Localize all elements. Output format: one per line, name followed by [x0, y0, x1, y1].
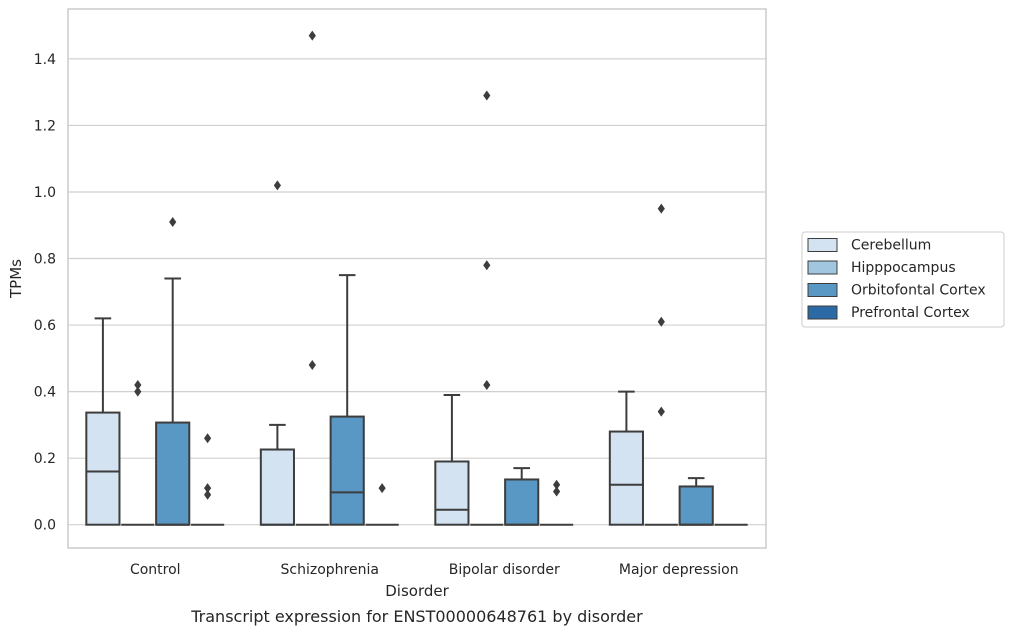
box-1-2 — [470, 90, 504, 526]
box-body — [434, 460, 470, 526]
outlier-point — [204, 483, 212, 494]
legend-item: Prefrontal Cortex — [807, 305, 970, 321]
plot-frame — [67, 8, 767, 549]
y-axis-label: TPMs — [7, 259, 25, 299]
legend-item: Orbitofontal Cortex — [807, 283, 986, 299]
legend-swatch — [807, 238, 838, 252]
box-2-2 — [504, 467, 540, 526]
legend-item: Cerebellum — [807, 238, 931, 254]
box-2-1 — [329, 274, 365, 526]
outlier-point — [134, 379, 142, 390]
legend-label: Hipppocampus — [851, 260, 956, 276]
box-1-1 — [295, 30, 329, 526]
box-body — [85, 411, 121, 526]
outlier-point — [483, 90, 491, 101]
y-tick-label: 0.8 — [34, 252, 56, 268]
box-0-2 — [434, 393, 470, 526]
outlier-point — [308, 30, 316, 41]
box-body — [608, 430, 644, 526]
outlier-point — [134, 386, 142, 397]
legend-swatch — [807, 260, 838, 275]
box-1-3 — [644, 203, 678, 526]
outlier-point — [483, 260, 491, 271]
outlier-point — [273, 180, 281, 191]
outlier-point — [657, 406, 665, 417]
outlier-point — [378, 483, 386, 494]
y-tick-label: 1.0 — [34, 185, 56, 201]
box-body — [678, 485, 714, 526]
legend-label: Prefrontal Cortex — [851, 305, 970, 321]
y-axis-ticks: 0.0 0.2 0.4 0.6 0.8 1.0 1.2 1.4 — [34, 52, 56, 534]
box-0-1 — [259, 180, 295, 526]
x-axis-label: Disorder — [385, 582, 449, 600]
legend-label: Cerebellum — [851, 238, 931, 254]
y-tick-label: 1.4 — [34, 52, 56, 68]
chart-caption: Transcript expression for ENST0000064876… — [190, 607, 643, 626]
outlier-point — [483, 379, 491, 390]
box-2-0 — [155, 216, 191, 526]
outlier-point — [169, 216, 177, 227]
outlier-point — [553, 486, 561, 497]
y-tick-label: 0.0 — [34, 518, 56, 534]
box-3-2 — [540, 479, 574, 526]
box-2-3 — [678, 477, 714, 526]
legend-label: Orbitofontal Cortex — [851, 283, 986, 299]
x-tick-label: Schizophrenia — [281, 562, 379, 578]
legend-swatch — [807, 283, 838, 297]
outlier-point — [657, 316, 665, 327]
box-body — [504, 478, 540, 526]
box-0-3 — [608, 390, 644, 526]
legend-frame — [801, 231, 1005, 328]
outlier-point — [204, 433, 212, 444]
box-1-0 — [121, 379, 155, 526]
box-body — [259, 448, 295, 526]
y-tick-label: 0.2 — [34, 451, 56, 467]
box-3-0 — [191, 433, 225, 526]
box-3-1 — [365, 483, 399, 526]
box-body — [155, 421, 191, 526]
legend-item: Hipppocampus — [807, 260, 956, 276]
x-tick-label: Major depression — [619, 562, 739, 578]
x-tick-label: Control — [130, 562, 181, 578]
y-tick-label: 0.6 — [34, 318, 56, 334]
box-body — [329, 415, 365, 526]
x-tick-label: Bipolar disorder — [449, 562, 560, 578]
legend: Cerebellum Hipppocampus Orbitofontal Corte… — [801, 231, 1005, 328]
box-0-0 — [85, 317, 121, 526]
outlier-point — [204, 489, 212, 500]
box-series — [85, 30, 748, 526]
y-tick-label: 1.2 — [34, 118, 56, 134]
y-tick-label: 0.4 — [34, 385, 56, 401]
outlier-point — [308, 360, 316, 371]
outlier-point — [553, 479, 561, 490]
legend-swatch — [807, 305, 838, 320]
outlier-point — [657, 203, 665, 214]
x-axis-ticks: Control Schizophrenia Bipolar disorder Majo… — [130, 562, 739, 578]
